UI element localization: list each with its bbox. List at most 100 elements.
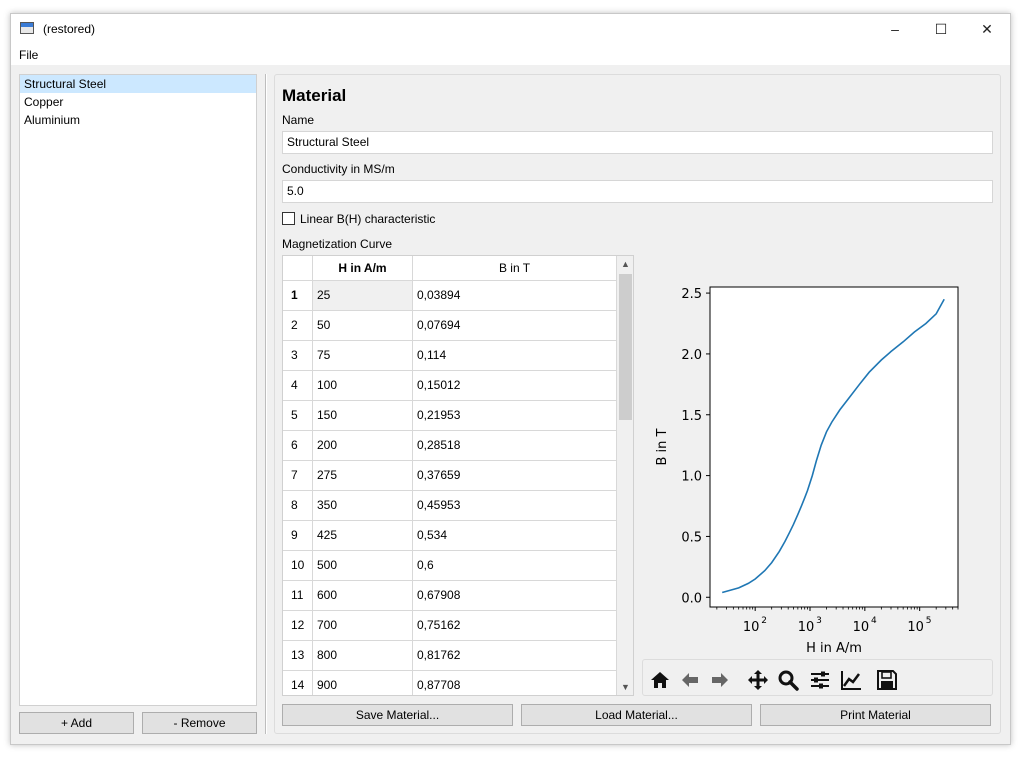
zoom-icon[interactable] [777,669,799,691]
row-header[interactable]: 7 [283,461,313,490]
forward-icon[interactable] [709,669,731,691]
table-row[interactable]: 12 700 0,75162 [283,611,617,641]
b-value-cell[interactable]: 0,21953 [413,401,617,430]
table-row[interactable]: 2 50 0,07694 [283,311,617,341]
table-row[interactable]: 14 900 0,87708 [283,671,617,695]
maximize-button[interactable]: ☐ [934,21,948,37]
x-tick-label: 10 [798,620,815,635]
b-value-cell[interactable]: 0,45953 [413,491,617,520]
b-value-cell[interactable]: 0,03894 [413,281,617,310]
minimize-button[interactable]: – [891,21,899,37]
table-row[interactable]: 9 425 0,534 [283,521,617,551]
x-tick-label: 10 [853,620,870,635]
scroll-up-icon[interactable]: ▲ [621,259,630,269]
y-tick-label: 2.5 [681,287,702,302]
b-value-cell[interactable]: 0,114 [413,341,617,370]
corner-header[interactable] [283,256,313,280]
table-row[interactable]: 5 150 0,21953 [283,401,617,431]
h-value-cell[interactable]: 600 [313,581,413,610]
row-header[interactable]: 6 [283,431,313,460]
back-icon[interactable] [679,669,701,691]
remove-material-button[interactable]: - Remove [142,712,257,734]
h-value-cell[interactable]: 800 [313,641,413,670]
configure-subplots-icon[interactable] [809,669,831,691]
h-value-cell[interactable]: 700 [313,611,413,640]
h-value-cell[interactable]: 25 [313,281,413,310]
row-header[interactable]: 10 [283,551,313,580]
b-value-cell[interactable]: 0,37659 [413,461,617,490]
row-header[interactable]: 1 [283,281,313,310]
save-icon[interactable] [876,669,898,691]
y-tick-label: 1.5 [681,409,702,424]
h-value-cell[interactable]: 500 [313,551,413,580]
linear-bh-checkbox[interactable] [282,212,295,225]
h-value-cell[interactable]: 900 [313,671,413,695]
print-material-button[interactable]: Print Material [760,704,991,726]
app-window: (restored) – ☐ ✕ File Structural Steel C… [10,13,1011,745]
magnetization-table[interactable]: H in A/m B in T 1 25 0,03894 2 50 0,07694 3 75 0… [282,255,634,696]
material-editor-panel [274,74,1001,734]
b-value-cell[interactable]: 0,15012 [413,371,617,400]
table-row[interactable]: 13 800 0,81762 [283,641,617,671]
row-header[interactable]: 12 [283,611,313,640]
x-ticks: 10 2 10 3 10 4 10 5 [716,607,959,635]
table-row[interactable]: 3 75 0,114 [283,341,617,371]
conductivity-input[interactable]: 5.0 [282,180,993,203]
h-value-cell[interactable]: 275 [313,461,413,490]
table-row[interactable]: 10 500 0,6 [283,551,617,581]
menu-bar: File [11,45,1010,65]
load-material-button[interactable]: Load Material... [521,704,752,726]
h-value-cell[interactable]: 200 [313,431,413,460]
material-list-item[interactable]: Structural Steel [20,75,256,93]
scrollbar-thumb[interactable] [619,274,632,420]
table-scrollbar[interactable]: ▲ ▼ [617,256,633,695]
row-header[interactable]: 5 [283,401,313,430]
h-value-cell[interactable]: 75 [313,341,413,370]
b-value-cell[interactable]: 0,534 [413,521,617,550]
table-row[interactable]: 6 200 0,28518 [283,431,617,461]
b-value-cell[interactable]: 0,28518 [413,431,617,460]
table-row[interactable]: 11 600 0,67908 [283,581,617,611]
save-material-button[interactable]: Save Material... [282,704,513,726]
add-material-button[interactable]: + Add [19,712,134,734]
b-value-cell[interactable]: 0,07694 [413,311,617,340]
row-header[interactable]: 2 [283,311,313,340]
name-input[interactable]: Structural Steel [282,131,993,154]
menu-file[interactable]: File [19,48,39,62]
pan-icon[interactable] [747,669,769,691]
table-row[interactable]: 1 25 0,03894 [283,281,617,311]
b-value-cell[interactable]: 0,81762 [413,641,617,670]
b-value-cell[interactable]: 0,75162 [413,611,617,640]
h-value-cell[interactable]: 50 [313,311,413,340]
splitter-handle[interactable] [265,74,267,734]
table-row[interactable]: 7 275 0,37659 [283,461,617,491]
row-header[interactable]: 8 [283,491,313,520]
home-icon[interactable] [649,669,671,691]
h-value-cell[interactable]: 350 [313,491,413,520]
table-row[interactable]: 4 100 0,15012 [283,371,617,401]
row-header[interactable]: 9 [283,521,313,550]
close-button[interactable]: ✕ [981,21,993,37]
edit-axis-icon[interactable] [840,669,862,691]
b-value-cell[interactable]: 0,6 [413,551,617,580]
row-header[interactable]: 4 [283,371,313,400]
column-header-h[interactable]: H in A/m [313,256,413,280]
bh-curve-plot[interactable]: 10 2 10 3 10 4 10 5 0.00.51.01.52.02.5 H in A/m… [642,255,993,656]
y-tick-label: 1.0 [681,470,702,485]
row-header[interactable]: 14 [283,671,313,695]
material-list-item[interactable]: Copper [24,95,64,109]
h-value-cell[interactable]: 100 [313,371,413,400]
material-list-item[interactable]: Aluminium [24,113,81,127]
row-header[interactable]: 13 [283,641,313,670]
b-value-cell[interactable]: 0,67908 [413,581,617,610]
magnetization-curve-label: Magnetization Curve [282,237,393,251]
material-list[interactable]: Structural Steel Copper Aluminium [19,74,257,706]
row-header[interactable]: 3 [283,341,313,370]
column-header-b[interactable]: B in T [413,256,617,280]
h-value-cell[interactable]: 150 [313,401,413,430]
b-value-cell[interactable]: 0,87708 [413,671,617,695]
h-value-cell[interactable]: 425 [313,521,413,550]
table-row[interactable]: 8 350 0,45953 [283,491,617,521]
scroll-down-icon[interactable]: ▼ [621,682,630,692]
row-header[interactable]: 11 [283,581,313,610]
